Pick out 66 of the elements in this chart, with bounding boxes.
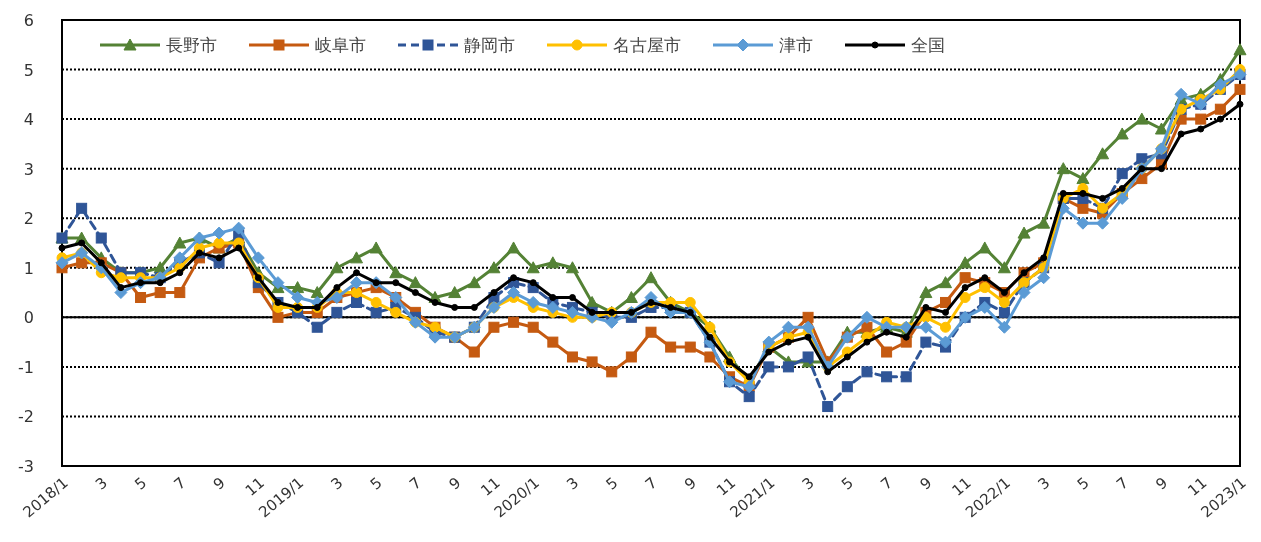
- point: [526, 261, 540, 274]
- point: [408, 276, 422, 289]
- point: [546, 256, 560, 269]
- point: [350, 251, 363, 264]
- x-tick-label: 7: [170, 473, 190, 494]
- y-tick-label: -1: [18, 357, 34, 377]
- legend-label: 名古屋市: [613, 35, 681, 55]
- x-tick-label: 3: [1034, 473, 1054, 494]
- point: [330, 261, 344, 274]
- legend-label: 全国: [911, 35, 945, 55]
- y-tick-label: -3: [18, 457, 34, 476]
- x-tick-label: 5: [838, 473, 857, 494]
- point: [997, 261, 1011, 274]
- point: [487, 261, 501, 274]
- point: [1096, 147, 1110, 160]
- point: [467, 276, 481, 289]
- x-tick-label: 3: [563, 473, 583, 494]
- x-tick-label: 9: [680, 473, 700, 494]
- legend-label: 長野市: [166, 35, 217, 55]
- x-tick-label: 7: [641, 473, 661, 494]
- point: [507, 241, 521, 254]
- x-tick-label: 9: [916, 473, 936, 494]
- y-tick-label: 2: [23, 209, 34, 229]
- point: [1115, 127, 1129, 140]
- point: [644, 271, 658, 284]
- point: [1037, 216, 1051, 229]
- x-tick-label: 5: [131, 473, 151, 494]
- x-tick-label: 5: [366, 473, 386, 494]
- y-tick-label: -2: [18, 407, 34, 427]
- x-tick-label: 7: [1112, 473, 1132, 494]
- legend-label: 静岡市: [464, 35, 515, 55]
- point: [624, 291, 638, 304]
- legend-label: 岐阜市: [315, 35, 366, 55]
- y-tick-label: 0: [23, 308, 34, 328]
- point: [1135, 112, 1149, 125]
- x-tick-label: 3: [91, 473, 111, 494]
- y-tick-label: 5: [23, 60, 34, 80]
- x-tick-label: 9: [209, 473, 229, 494]
- point: [173, 236, 187, 249]
- x-tick-label: 5: [602, 473, 622, 494]
- y-tick-label: 3: [23, 159, 34, 179]
- y-tick-label: 6: [23, 11, 34, 30]
- point: [939, 276, 952, 289]
- point: [958, 256, 972, 269]
- point: [919, 286, 933, 299]
- x-tick-label: 3: [798, 473, 818, 494]
- y-tick-label: 4: [23, 110, 34, 130]
- x-tick-label: 3: [327, 473, 347, 494]
- point: [1076, 172, 1090, 185]
- legend-label: 津市: [779, 35, 813, 55]
- point: [1017, 226, 1031, 239]
- point: [310, 286, 324, 299]
- point: [1056, 162, 1070, 175]
- point: [448, 286, 462, 299]
- point: [389, 266, 403, 279]
- y-tick-label: 1: [23, 258, 34, 278]
- point: [369, 241, 383, 254]
- x-tick-label: 5: [1073, 473, 1093, 494]
- point: [1233, 43, 1247, 56]
- x-tick-label: 7: [877, 473, 897, 494]
- point: [978, 241, 992, 254]
- x-tick-label: 9: [445, 473, 465, 494]
- point: [1154, 122, 1168, 135]
- x-tick-label: 7: [406, 473, 426, 494]
- point: [565, 261, 579, 274]
- x-tick-label: 9: [1152, 473, 1172, 494]
